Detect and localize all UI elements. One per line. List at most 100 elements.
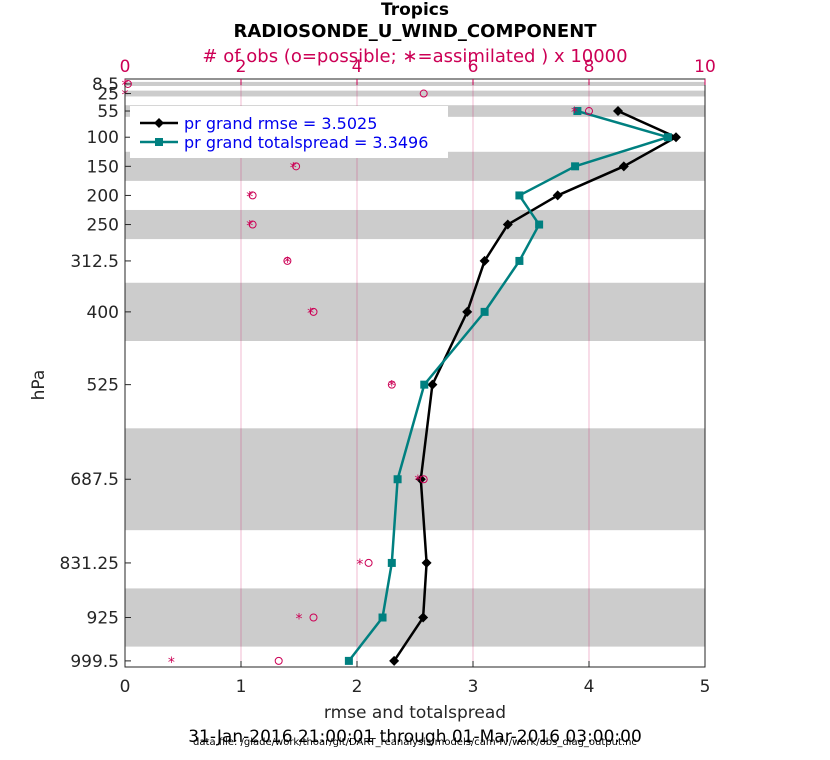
y-tick-label: 250 bbox=[87, 216, 119, 236]
rmse-point bbox=[462, 306, 473, 317]
obs-assimilated-point: * bbox=[414, 473, 421, 489]
x-tick-label: 0 bbox=[120, 677, 131, 697]
top-tick-label: 0 bbox=[120, 57, 131, 77]
rmse-point bbox=[427, 379, 438, 390]
obs-possible-point bbox=[309, 307, 318, 316]
totalspread-point bbox=[344, 656, 353, 665]
time-range: 31-Jan-2016 21:00:01 through 01-Mar-2016… bbox=[188, 727, 642, 747]
obs-possible-point bbox=[419, 475, 428, 484]
x-tick-label: 4 bbox=[584, 677, 595, 697]
obs-assimilated-point: * bbox=[388, 379, 395, 395]
totalspread-point bbox=[515, 191, 524, 200]
totalspread-point bbox=[393, 475, 402, 484]
rmse-point bbox=[613, 106, 623, 117]
obs-assimilated-point: * bbox=[307, 306, 314, 322]
data-file-label: data file: /glade/work/thoar/git/DART_re… bbox=[193, 737, 637, 748]
legend-marker-spread bbox=[155, 138, 163, 146]
top-axis-ticks: 0 2 4 6 8 10 bbox=[120, 57, 716, 85]
obs-possible-point bbox=[585, 107, 593, 116]
chart-title: Tropics bbox=[381, 0, 449, 20]
totalspread-point bbox=[378, 613, 387, 622]
y-tick-label: 999.5 bbox=[70, 652, 119, 672]
y-tick-label: 8.5 bbox=[92, 75, 119, 95]
obs-possible-point bbox=[364, 558, 373, 567]
top-axis-label: # of obs (o=possible; ∗=assimilated ) x … bbox=[202, 46, 627, 67]
totalspread-point bbox=[515, 256, 524, 265]
y-axis-label: hPa bbox=[29, 370, 49, 401]
obs-possible-point bbox=[123, 79, 132, 88]
obs-possible-point bbox=[283, 256, 292, 265]
rmse-point bbox=[618, 161, 629, 172]
y-tick-label: 25 bbox=[97, 85, 119, 105]
x-tick-label: 1 bbox=[236, 677, 247, 697]
totalspread-point bbox=[571, 162, 580, 171]
shaded-band bbox=[125, 282, 705, 341]
y-tick-label: 200 bbox=[87, 186, 119, 206]
rmse-point bbox=[479, 255, 490, 266]
obs-possible-point bbox=[248, 191, 257, 200]
y-tick-label: 312.5 bbox=[70, 252, 119, 272]
obs-possible-point bbox=[387, 380, 396, 389]
totalspread-point bbox=[480, 307, 489, 316]
rmse-point bbox=[418, 612, 429, 623]
rmse-point bbox=[415, 474, 426, 485]
obs-assimilated-point: * bbox=[296, 612, 303, 628]
totalspread-point bbox=[573, 107, 582, 116]
x-tick-label: 2 bbox=[352, 677, 363, 697]
x-tick-label: 5 bbox=[700, 677, 711, 697]
plot-frame bbox=[124, 78, 706, 668]
shaded-band bbox=[125, 81, 705, 86]
y-tick-label: 400 bbox=[87, 303, 119, 323]
top-tick-label: 10 bbox=[694, 57, 716, 77]
obs-assimilated-point: * bbox=[246, 189, 253, 205]
obs-assimilated-point: * bbox=[571, 105, 578, 121]
obs-possible-point bbox=[248, 220, 257, 229]
series-line-totalspread bbox=[347, 109, 670, 662]
obs-assimilated-point: * bbox=[356, 557, 363, 573]
y-tick-label: 100 bbox=[87, 128, 119, 148]
data-markers bbox=[344, 106, 681, 666]
obs-possible-point bbox=[274, 656, 283, 665]
rmse-point bbox=[671, 132, 681, 143]
shaded-band bbox=[125, 209, 705, 240]
rmse-point bbox=[421, 557, 432, 568]
top-tick-label: 2 bbox=[236, 57, 247, 77]
legend-label-rmse: pr grand rmse = 3.5025 bbox=[184, 114, 377, 133]
series-lines bbox=[347, 109, 678, 662]
totalspread-point bbox=[387, 558, 396, 567]
legend-label-spread: pr grand totalspread = 3.3496 bbox=[184, 133, 428, 152]
y-tick-label: 55 bbox=[97, 102, 119, 122]
obs-assimilated-point: * bbox=[290, 160, 297, 176]
legend-marker-rmse bbox=[154, 118, 164, 128]
obs-assimilated-point: * bbox=[246, 219, 253, 235]
rmse-point bbox=[389, 655, 400, 666]
top-tick-label: 4 bbox=[352, 57, 363, 77]
shaded-bands bbox=[125, 81, 705, 647]
chart-subtitle: RADIOSONDE_U_WIND_COMPONENT bbox=[233, 21, 597, 42]
y-tick-label: 687.5 bbox=[70, 470, 119, 490]
totalspread-point bbox=[420, 380, 429, 389]
legend: pr grand rmse = 3.5025 pr grand totalspr… bbox=[130, 106, 448, 158]
obs-possible-point bbox=[309, 613, 318, 622]
y-tick-label: 831.25 bbox=[60, 554, 119, 574]
x-tick-label: 3 bbox=[468, 677, 479, 697]
obs-possible-point bbox=[419, 89, 428, 98]
top-axis-gridlines bbox=[240, 79, 590, 667]
shaded-band bbox=[125, 588, 705, 647]
rmse-point bbox=[552, 190, 563, 201]
totalspread-point bbox=[663, 133, 672, 142]
top-tick-label: 8 bbox=[584, 57, 595, 77]
obs-assimilated-point: * bbox=[284, 255, 291, 271]
x-axis-ticks: 0 1 2 3 4 5 bbox=[120, 661, 711, 697]
legend-box bbox=[130, 106, 448, 158]
shaded-band bbox=[125, 90, 705, 97]
obs-possible-point bbox=[292, 162, 301, 171]
y-tick-label: 150 bbox=[87, 157, 119, 177]
top-tick-label: 6 bbox=[468, 57, 479, 77]
shaded-band bbox=[125, 428, 705, 531]
series-line-rmse bbox=[393, 109, 678, 662]
obs-assimilated-point: * bbox=[168, 655, 175, 671]
totalspread-point bbox=[535, 220, 544, 229]
